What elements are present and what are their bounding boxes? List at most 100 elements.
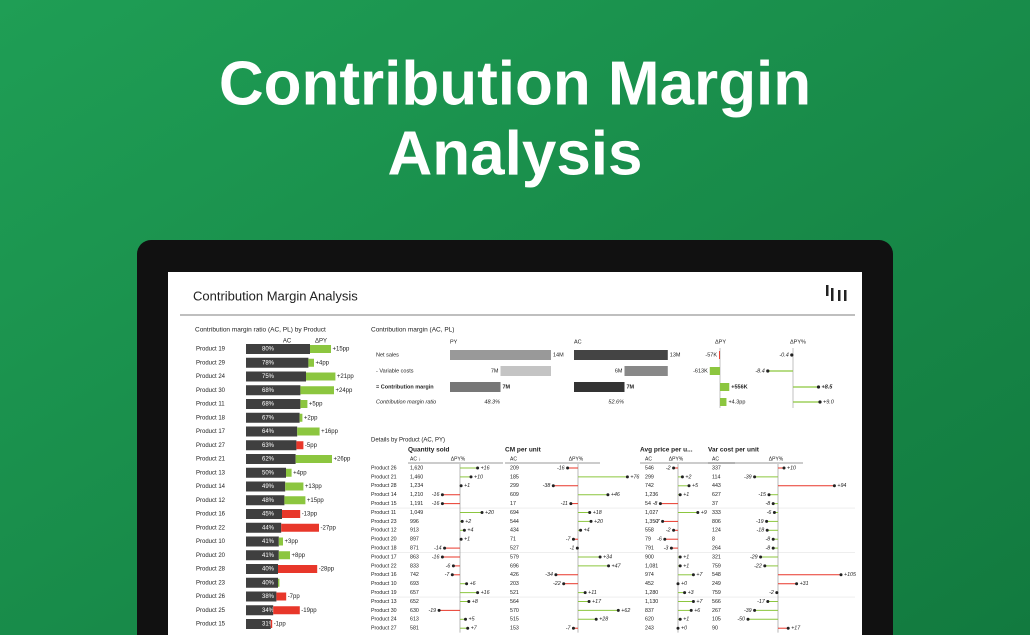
delta-label: -13pp (302, 512, 318, 518)
bar-label: 14M (553, 352, 564, 358)
delta-label: +76 (630, 474, 639, 480)
delta-dot (775, 591, 779, 595)
bar-label: 6M (615, 368, 623, 374)
ac-value: 243 (645, 626, 654, 632)
delta-dot (669, 546, 673, 550)
ac-bar (246, 371, 306, 382)
product-label: Product 30 (371, 608, 397, 614)
delta-label: +21pp (337, 374, 355, 380)
product-label: Product 19 (371, 590, 397, 596)
delta-dot (661, 519, 665, 523)
ac-bar (246, 577, 278, 588)
delta-dot (566, 466, 570, 470)
delta-label: +1 (683, 554, 689, 560)
ac-value: 105 (712, 617, 721, 623)
delta-dot (771, 537, 775, 541)
ac-bar (246, 440, 297, 451)
delta-bar (278, 537, 283, 546)
ac-value: 544 (510, 519, 519, 525)
delta-label: -16 (432, 492, 440, 498)
product-label: Product 23 (371, 519, 397, 525)
delta-pct-dot (790, 353, 794, 357)
ac-label: 62% (262, 457, 275, 463)
delta-dot (459, 484, 463, 488)
delta-label: -38 (543, 483, 551, 489)
delta-bar (310, 345, 331, 353)
ac-label: 50% (262, 470, 275, 476)
delta-bar (273, 606, 300, 615)
delta-label: +4pp (293, 470, 307, 476)
delta-label: -7pp (288, 594, 301, 600)
bar-label: 7M (503, 384, 511, 390)
delta-label: +2 (465, 519, 471, 525)
ac-bar (246, 591, 277, 602)
ac-value: 791 (645, 546, 654, 552)
ac-value: 264 (712, 546, 721, 552)
ac-value: 1,460 (410, 474, 423, 480)
banner-title: Contribution Margin (219, 49, 811, 118)
ac-value: 71 (510, 537, 516, 543)
ac-value: 527 (510, 546, 519, 552)
ac-value: 185 (510, 474, 519, 480)
delta-bar (308, 358, 314, 367)
delta-dot (607, 564, 611, 568)
delta-label: -22 (754, 563, 762, 569)
ac-label: 44% (262, 525, 275, 531)
ac-value: 54 (645, 501, 651, 507)
product-label: Product 28 (371, 483, 397, 489)
delta-pct-label: +8.5 (822, 384, 834, 390)
ac-label: 68% (262, 388, 275, 394)
ac-label: 80% (262, 347, 275, 353)
report-title: Contribution Margin Analysis (193, 288, 358, 303)
delta-bar (300, 386, 334, 395)
delta-dot (782, 466, 786, 470)
delta-label: +5 (692, 483, 698, 489)
delta-label: +5pp (309, 402, 323, 408)
delta-dot (589, 519, 593, 523)
ac-value: 863 (410, 554, 419, 560)
delta-label: +105 (844, 572, 856, 578)
delta-dot (772, 511, 776, 514)
delta-dot (462, 528, 466, 532)
delta-label: +6 (470, 581, 476, 587)
delta-label: +556K (731, 384, 747, 390)
ac-label: 31% (262, 622, 275, 628)
delta-label: -15 (758, 492, 766, 498)
delta-label: -29 (750, 554, 758, 560)
ac-value: 1,049 (410, 510, 423, 516)
ac-value: 564 (510, 599, 519, 605)
ac-bar (246, 385, 301, 396)
delta-label: -1 (570, 546, 575, 552)
delta-label: +10 (787, 465, 796, 471)
delta-label: -7 (566, 537, 572, 543)
delta-dot (767, 493, 771, 497)
delta-label: +10 (474, 474, 483, 480)
delta-label: -14 (434, 546, 442, 552)
delta-bar (297, 427, 320, 436)
ac-value: 521 (510, 590, 519, 596)
ac-bar (246, 605, 274, 616)
delta-dot (606, 493, 610, 497)
delta-label: +13pp (305, 484, 323, 490)
ratio-value: 48.3% (484, 399, 500, 405)
ac-value: 581 (410, 626, 419, 632)
delta-label: +20 (594, 519, 603, 525)
delta-dot (687, 484, 691, 488)
delta-dot (672, 528, 676, 532)
delta-label: -6 (657, 537, 662, 543)
ac-value: 1,234 (410, 483, 423, 489)
ac-bar (246, 344, 310, 354)
delta-label: -7 (566, 626, 572, 632)
delta-label: +5 (469, 617, 475, 623)
ac-value: 515 (510, 617, 519, 623)
delta-dot (766, 600, 770, 603)
ac-value: 299 (645, 474, 654, 480)
delta-bar (719, 351, 720, 359)
delta-pct-dot (818, 400, 822, 404)
ac-bar (246, 522, 282, 533)
waterfall-bar (574, 350, 668, 360)
product-label: Product 10 (371, 581, 397, 587)
delta-label: -8 (765, 537, 770, 543)
delta-label: +31 (800, 581, 809, 587)
ac-value: 630 (410, 608, 419, 614)
